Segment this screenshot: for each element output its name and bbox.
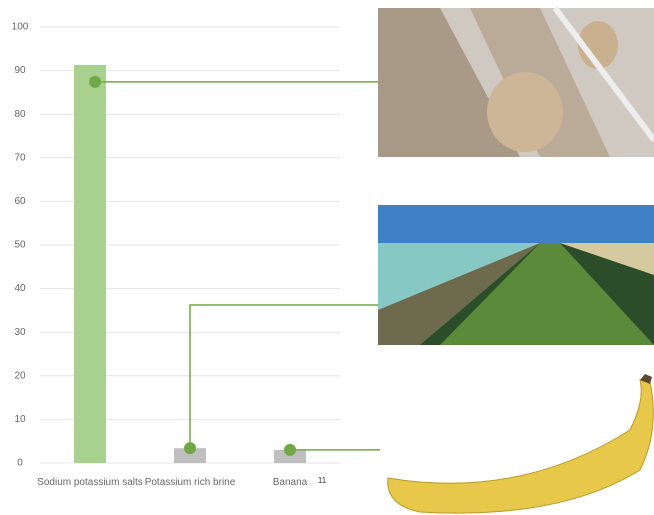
y-tick-label: 60 <box>14 196 26 207</box>
y-tick-label: 80 <box>14 109 26 120</box>
annotation: 11 <box>318 476 327 485</box>
y-tick-label: 10 <box>14 414 26 425</box>
y-tick-label: 90 <box>14 65 26 76</box>
bar <box>274 449 306 463</box>
bar <box>74 64 106 463</box>
bar <box>174 448 206 463</box>
value-marker <box>284 443 296 456</box>
photo-cylinders <box>378 6 654 157</box>
y-tick-label: 100 <box>12 22 29 33</box>
y-tick-label: 0 <box>17 458 23 469</box>
y-tick-label: 50 <box>14 240 26 251</box>
connectors: 11 <box>89 75 380 485</box>
y-tick-label: 40 <box>14 283 26 294</box>
y-tick-label: 70 <box>14 152 26 163</box>
photo-brine-pools <box>378 205 654 345</box>
y-tick-label: 30 <box>14 327 26 338</box>
y-tick-label: 20 <box>14 370 26 381</box>
value-marker <box>184 442 196 455</box>
value-marker <box>89 75 101 88</box>
x-tick-label: Sodium potassium salts <box>37 477 143 488</box>
x-tick-label: Banana <box>272 477 308 488</box>
connector-line <box>189 304 378 449</box>
x-tick-label: Potassium rich brine <box>144 477 236 488</box>
photo-banana <box>387 374 654 514</box>
plot-area: 0 10 20 30 40 50 60 70 80 90 100 <box>12 22 340 469</box>
